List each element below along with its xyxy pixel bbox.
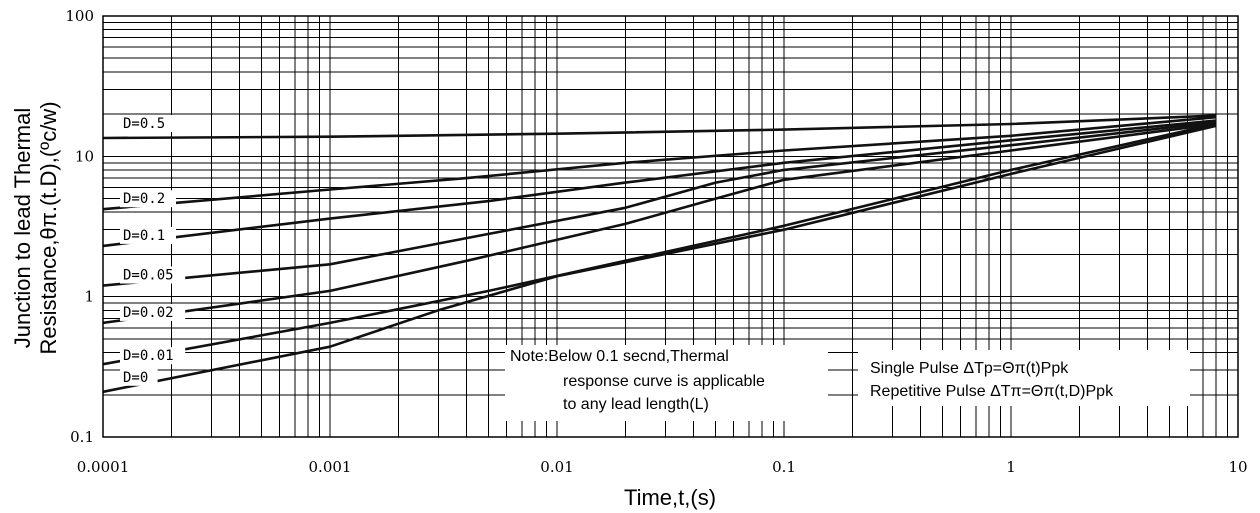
plot-frame <box>102 15 1239 438</box>
y-tick-label: 10 <box>75 147 94 165</box>
x-tick-label: 0.0001 <box>77 458 130 476</box>
y-tick-label: 0.1 <box>70 428 94 446</box>
x-tick-label: 0.1 <box>772 458 796 476</box>
series-label-bg <box>120 368 158 386</box>
series-line-D=0.05 <box>102 120 1217 287</box>
series-label-bg <box>120 226 176 244</box>
note-line-3: to any lead length(L) <box>563 396 709 413</box>
series-label: D=0.05 <box>123 268 174 284</box>
series-label: D=0.1 <box>123 228 165 244</box>
series-lines <box>102 114 1217 394</box>
series-label-bg <box>120 190 176 208</box>
x-tick-label: 0.01 <box>540 458 573 476</box>
pulse-box <box>858 350 1190 406</box>
note-line-2: response curve is applicable <box>563 373 765 390</box>
series-label-bg <box>120 347 186 365</box>
pulse-line-1: Single Pulse ΔTp=Θπ(t)Ppk <box>870 360 1069 377</box>
series-label: D=0.02 <box>123 305 174 321</box>
y-axis-title-line-1: Junction to lead Thermal <box>10 108 35 349</box>
series-line-D=0 <box>102 124 1217 394</box>
series-line-D=0.02 <box>102 122 1217 325</box>
pulse-line-2: Repetitive Pulse ΔTπ=Θπ(t,D)Ppk <box>870 383 1114 400</box>
y-tick-label: 100 <box>65 7 94 25</box>
note-box <box>505 345 828 421</box>
y-tick-label: 1 <box>84 288 94 306</box>
series-label: D=0.2 <box>123 191 165 207</box>
series-line-D=0.1 <box>102 119 1217 248</box>
series-line-D=0.01 <box>102 122 1217 366</box>
tick-labels: 0.0001 0.001 0.01 0.1 1 10 0.1 1 10 100 <box>65 7 1247 476</box>
x-tick-label: 10 <box>1228 458 1247 476</box>
series-label-bg <box>120 115 176 133</box>
series-label-bg <box>120 303 186 321</box>
series-label: D=0 <box>123 370 148 386</box>
series-label-bg <box>120 266 186 284</box>
x-axis-title: Time,t,(s) <box>624 485 716 510</box>
x-tick-label: 1 <box>1006 458 1016 476</box>
series-label: D=0.01 <box>123 348 174 364</box>
x-tick-label: 0.001 <box>309 458 352 476</box>
y-axis-title-line-2: Resistance,θπ.(t.D),(ºc/w) <box>36 101 61 354</box>
note-line-1: Note:Below 0.1 secnd,Thermal <box>510 348 729 365</box>
series-labels: D=0.5 D=0.2 D=0.1 D=0.05 D=0.02 D=0.01 D=0 <box>120 115 186 386</box>
series-line-D=0.2 <box>102 115 1217 211</box>
series-label: D=0.5 <box>123 116 165 132</box>
series-line-D=0.5 <box>102 114 1217 140</box>
